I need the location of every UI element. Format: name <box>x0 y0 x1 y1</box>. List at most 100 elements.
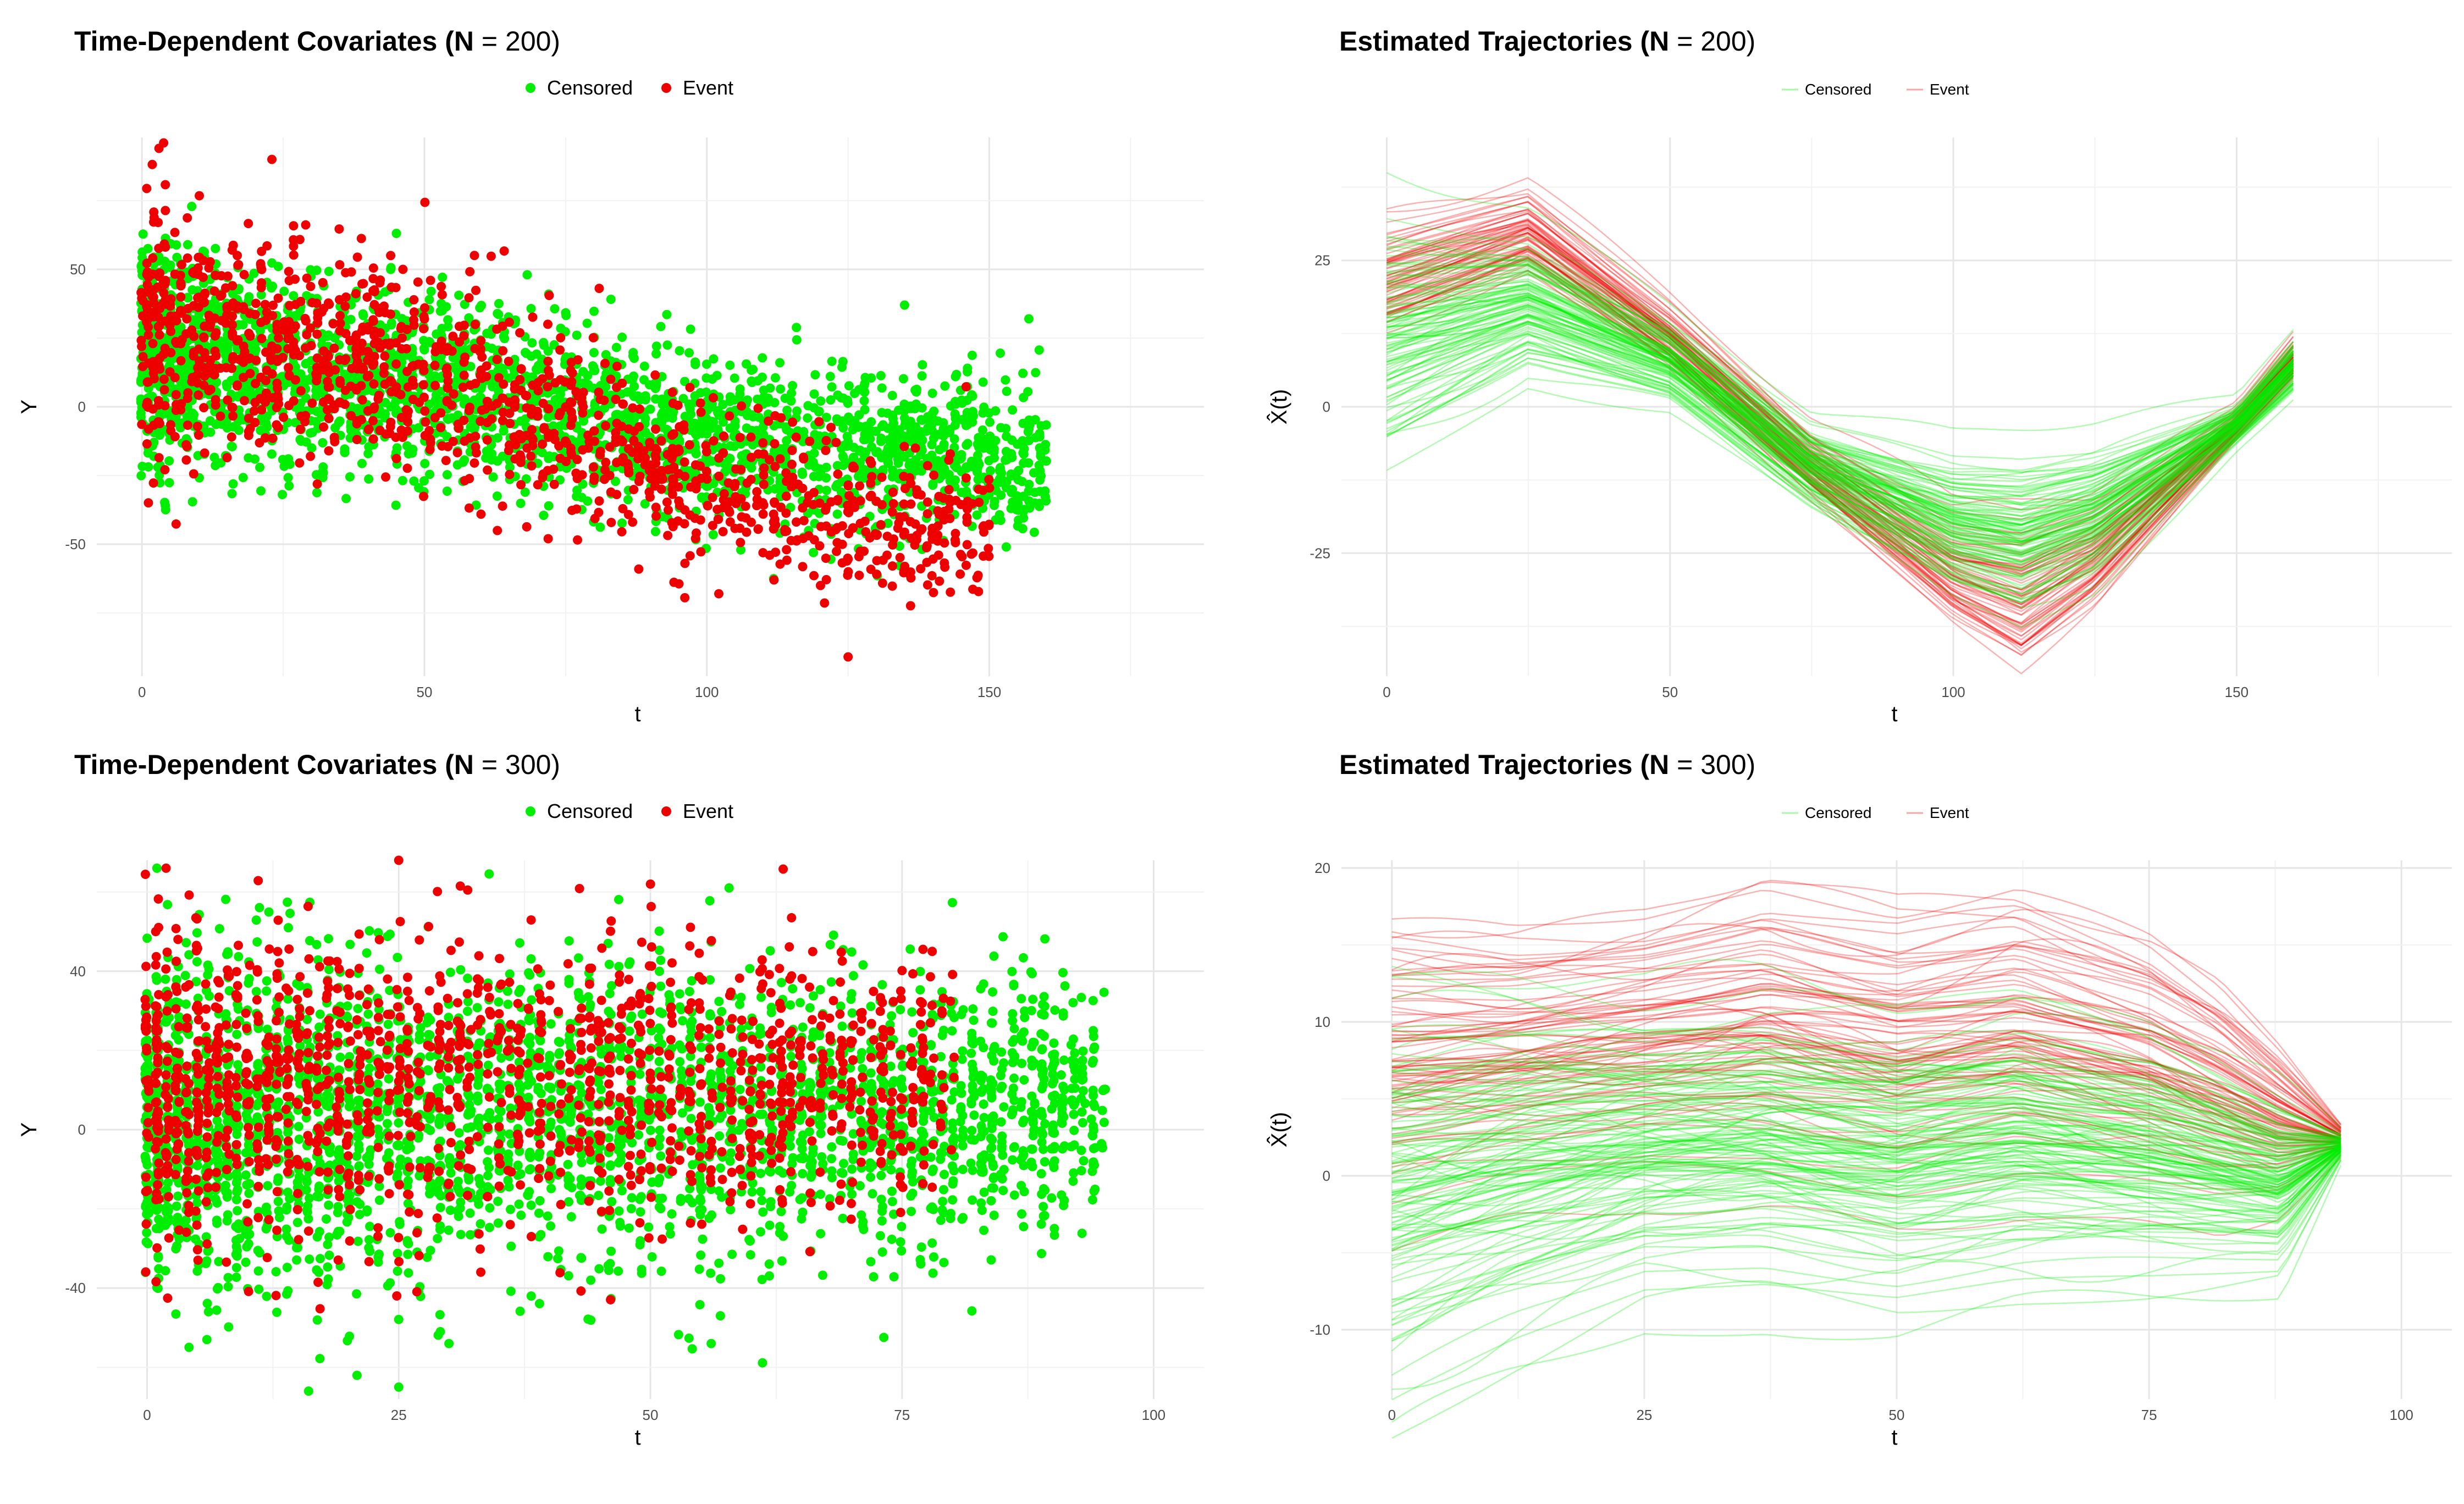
p3-point-censored <box>765 1220 775 1230</box>
p1-point-event <box>486 251 496 261</box>
p1-point-censored <box>661 411 671 421</box>
p3-point-censored <box>647 1252 657 1262</box>
p1-point-event <box>595 395 605 405</box>
p1-point-censored <box>606 294 616 304</box>
p1-point-censored <box>623 495 633 505</box>
p1-point-event <box>814 417 824 427</box>
p1-point-censored <box>996 515 1006 525</box>
p1-point-event <box>573 535 583 545</box>
p1-point-event <box>391 454 401 463</box>
p3-point-censored <box>979 1225 989 1235</box>
p1-point-censored <box>651 349 661 359</box>
p1-point-event <box>799 516 809 526</box>
p1-point-event <box>549 428 559 438</box>
p1-point-event <box>554 441 564 451</box>
p1-point-event <box>753 449 763 459</box>
p1-point-event <box>590 513 600 523</box>
p1-point-event <box>966 549 976 559</box>
p1-point-event <box>482 372 491 381</box>
p1-point-event <box>758 438 768 448</box>
p1-point-event <box>572 504 582 514</box>
p1-point-event <box>228 402 237 412</box>
p1-point-censored <box>1001 446 1011 456</box>
p3-y-tick-label: 40 <box>70 963 86 980</box>
p1-point-event <box>477 352 487 362</box>
p1-point-event <box>651 454 661 463</box>
p3-point-censored <box>715 1131 725 1141</box>
p1-point-event <box>792 536 802 546</box>
p1-point-event <box>319 303 329 313</box>
p3-point-censored <box>818 1270 828 1280</box>
p1-point-event <box>284 275 294 285</box>
p1-point-event <box>554 411 564 421</box>
p1-point-event <box>266 355 276 365</box>
p1-point-event <box>250 418 260 428</box>
p1-point-event <box>364 424 374 434</box>
p1-point-censored <box>753 376 763 386</box>
p1-point-censored <box>357 458 367 468</box>
p3-point-censored <box>838 1168 848 1178</box>
p1-point-event <box>153 312 163 322</box>
p1-point-event <box>628 517 638 527</box>
p1-point-event <box>927 571 937 580</box>
p1-point-event <box>159 374 169 384</box>
p1-point-event <box>667 464 677 474</box>
p3-point-censored <box>908 1177 918 1187</box>
p1-point-censored <box>825 372 835 381</box>
p3-point-censored <box>493 1196 503 1206</box>
p1-point-event <box>418 380 428 390</box>
p3-x-tick-label: 100 <box>1142 1407 1165 1423</box>
p1-point-event <box>544 404 554 414</box>
p1-point-event <box>368 416 378 425</box>
p1-point-censored <box>928 480 938 490</box>
p1-point-event <box>251 298 261 308</box>
p1-point-event <box>505 408 515 418</box>
p1-point-censored <box>255 462 265 472</box>
p1-point-censored <box>685 404 695 414</box>
p1-point-event <box>979 551 988 561</box>
p1-point-censored <box>617 332 627 342</box>
p1-point-censored <box>957 488 966 497</box>
p1-point-event <box>257 334 267 344</box>
p3-point-censored <box>896 1005 905 1015</box>
p1-point-event <box>979 521 988 531</box>
p1-point-censored <box>1041 456 1051 466</box>
p1-point-event <box>425 445 435 455</box>
p1-point-event <box>420 197 430 207</box>
p3-point-censored <box>968 1004 978 1014</box>
p1-point-censored <box>837 416 847 426</box>
p1-point-censored <box>205 416 215 425</box>
p1-point-censored <box>268 281 278 291</box>
p1-point-event <box>228 281 237 291</box>
p1-point-event <box>792 479 802 489</box>
p1-point-event <box>618 453 628 463</box>
p1-point-event <box>477 405 487 415</box>
p1-point-event <box>781 468 791 478</box>
p1-point-event <box>929 588 938 598</box>
p1-point-event <box>684 440 694 450</box>
p1-point-event <box>679 457 689 467</box>
p1-point-censored <box>951 372 960 381</box>
p3-point-censored <box>726 1205 736 1215</box>
p1-point-event <box>142 269 152 279</box>
p1-point-censored <box>951 475 960 485</box>
p1-point-event <box>606 517 616 527</box>
p3-point-censored <box>816 1229 826 1238</box>
p1-point-event <box>244 219 253 229</box>
p1-point-event <box>663 505 673 515</box>
p1-point-censored <box>996 423 1006 433</box>
p1-point-event <box>877 578 887 588</box>
p1-point-censored <box>735 389 745 399</box>
p1-point-event <box>340 385 350 395</box>
p3-point-censored <box>433 1234 443 1243</box>
p2-x-tick-label: 100 <box>1941 684 1965 700</box>
p1-point-censored <box>782 405 792 415</box>
p1-point-censored <box>675 346 684 356</box>
p1-point-censored <box>690 418 700 428</box>
p1-point-event <box>284 363 294 373</box>
p1-point-event <box>160 401 170 411</box>
p3-point-censored <box>1077 1107 1087 1117</box>
p1-point-event <box>701 447 711 457</box>
p3-point-censored <box>989 1210 999 1220</box>
p1-point-censored <box>798 469 808 479</box>
